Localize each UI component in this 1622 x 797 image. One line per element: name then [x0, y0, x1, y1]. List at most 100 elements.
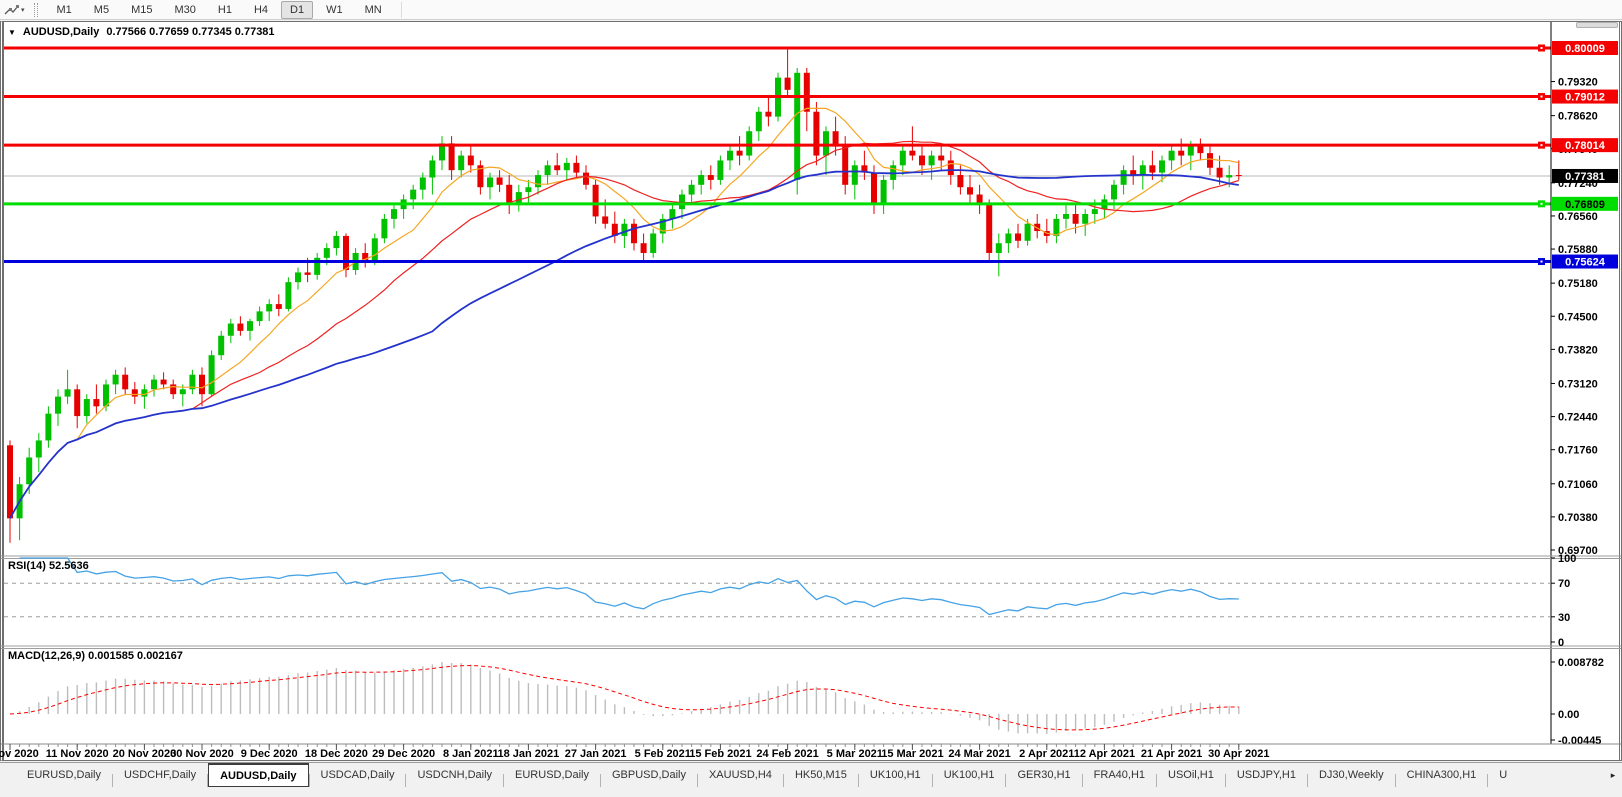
- price-tick-label: 0.71760: [1558, 445, 1598, 457]
- candle-body: [429, 160, 436, 178]
- candle-body: [1235, 175, 1242, 177]
- chart-tab-u[interactable]: U: [1499, 769, 1508, 781]
- dropdown-caret-icon[interactable]: ▾: [21, 6, 25, 14]
- candle-body: [208, 355, 215, 395]
- timeframe-button-mn[interactable]: MN: [364, 3, 382, 16]
- level-price-badge: [1552, 254, 1618, 269]
- collapse-arrow-icon[interactable]: ▼: [8, 27, 16, 37]
- candlesticks: [7, 47, 1242, 543]
- macd-indicator-label: MACD(12,26,9) 0.001585 0.002167: [8, 650, 183, 662]
- timeframe-button-m15[interactable]: M15: [131, 3, 153, 16]
- candle-body: [1053, 218, 1060, 236]
- chart-corner-widget[interactable]: [1576, 22, 1618, 28]
- date-label: 5 Mar 2021: [827, 748, 883, 760]
- toolbar-grip[interactable]: [33, 2, 38, 17]
- candle-body: [1091, 209, 1098, 215]
- chart-tab-xauusd-h4[interactable]: XAUUSD,H4: [708, 769, 772, 781]
- date-label: 24 Feb 2021: [756, 748, 818, 760]
- candle-body: [448, 143, 455, 171]
- macd-tick-label: 0.00: [1558, 709, 1579, 721]
- chart-symbol-title: AUDUSD,Daily: [22, 26, 100, 38]
- candle-body: [765, 111, 772, 117]
- candle-body: [727, 150, 733, 161]
- candle-body: [679, 194, 685, 210]
- date-label: 15 Mar 2021: [881, 748, 943, 760]
- level-price-badge: [1552, 41, 1618, 55]
- chart-tab-eurusd-daily[interactable]: EURUSD,Daily: [515, 769, 589, 781]
- timeframe-button-w1[interactable]: W1: [326, 3, 343, 16]
- chart-tab-audusd-daily[interactable]: AUDUSD,Daily: [208, 763, 309, 787]
- candle-body: [381, 218, 388, 239]
- candle-body: [803, 72, 810, 112]
- candle-body: [573, 162, 580, 173]
- candle-body: [986, 204, 993, 253]
- candle-body: [227, 323, 234, 336]
- candle-body: [602, 216, 609, 224]
- tab-separator: [1224, 773, 1226, 787]
- candle-body: [611, 223, 618, 236]
- date-label: 27 Jan 2021: [565, 748, 627, 760]
- candle-body: [755, 111, 762, 132]
- candle-body: [947, 160, 954, 176]
- tab-separator: [857, 773, 859, 787]
- timeframe-button-d1[interactable]: D1: [281, 0, 314, 19]
- chart-tab-hk50-m15[interactable]: HK50,M15: [794, 769, 847, 781]
- timeframe-button-h1[interactable]: H1: [217, 3, 232, 16]
- level-price-badge-label: 0.75624: [1565, 257, 1606, 269]
- tab-scroll-right-icon[interactable]: ▸: [1610, 770, 1616, 780]
- chart-cursor-tool-icon[interactable]: [4, 3, 20, 17]
- timeframe-button-m30[interactable]: M30: [174, 3, 196, 16]
- chart-tab-fra40-h1[interactable]: FRA40,H1: [1093, 769, 1146, 781]
- candle-body: [861, 165, 868, 173]
- tab-separator: [696, 773, 698, 787]
- rsi-tick-label: 70: [1558, 578, 1570, 590]
- chart-tab-usdchf-daily[interactable]: USDCHF,Daily: [123, 769, 197, 781]
- timeframe-button-m1[interactable]: M1: [56, 3, 72, 16]
- date-label: 18 Dec 2020: [305, 748, 368, 760]
- chart-tab-usdjpy-h1[interactable]: USDJPY,H1: [1236, 769, 1296, 781]
- candle-body: [266, 304, 273, 312]
- candle-body: [295, 272, 301, 283]
- tab-separator: [1005, 773, 1007, 787]
- price-tick-label: 0.73120: [1558, 378, 1598, 390]
- candle-body: [1178, 150, 1185, 156]
- current-price-badge: [1552, 168, 1618, 183]
- chart-tab-usoil-h1[interactable]: USOil,H1: [1168, 769, 1214, 781]
- price-tick-label: 0.73820: [1558, 344, 1598, 356]
- chart-tab-gbpusd-daily[interactable]: GBPUSD,Daily: [612, 769, 686, 781]
- chart-ohlc-values: 0.77566 0.77659 0.77345 0.77381: [106, 26, 275, 38]
- chart-tab-ger30-h1[interactable]: GER30,H1: [1017, 769, 1071, 781]
- chart-tab-china300-h1[interactable]: CHINA300,H1: [1406, 769, 1477, 781]
- chart-tab-eurusd-daily[interactable]: EURUSD,Daily: [27, 769, 101, 781]
- chart-tab-dj30-weekly[interactable]: DJ30,Weekly: [1318, 769, 1384, 781]
- chart-tab-usdcad-daily[interactable]: USDCAD,Daily: [320, 769, 395, 781]
- candle-body: [736, 150, 743, 156]
- candle-body: [813, 111, 820, 156]
- chart-tab-uk100-h1[interactable]: UK100,H1: [869, 769, 921, 781]
- timeframe-button-h4[interactable]: H4: [253, 3, 269, 16]
- date-label: 29 Dec 2020: [372, 748, 435, 760]
- chart-tab-uk100-h1[interactable]: UK100,H1: [943, 769, 995, 781]
- level-price-badge-label: 0.80009: [1565, 43, 1605, 55]
- timeframe-button-m5[interactable]: M5: [93, 3, 110, 16]
- chart-border: [3, 21, 1620, 761]
- candle-body: [554, 165, 561, 171]
- date-label: 18 Jan 2021: [498, 748, 560, 760]
- candle-body: [141, 389, 148, 397]
- rsi-indicator-label: RSI(14) 52.5636: [8, 560, 89, 572]
- candle-body: [794, 72, 801, 180]
- candle-body: [1187, 145, 1194, 156]
- candle-body: [74, 389, 81, 417]
- candle-body: [189, 374, 196, 390]
- candle-body: [45, 413, 52, 441]
- macd-tick-label: 0.008782: [1558, 657, 1604, 669]
- candle-body: [640, 243, 647, 253]
- candle-body: [55, 396, 61, 414]
- candle-body: [151, 379, 157, 390]
- candle-body: [659, 218, 666, 234]
- candle-body: [1111, 184, 1117, 200]
- chart-tab-usdcnh-daily[interactable]: USDCNH,Daily: [417, 769, 493, 781]
- macd-histogram: [18, 662, 1240, 734]
- candle-body: [199, 374, 205, 395]
- tab-separator: [931, 773, 933, 787]
